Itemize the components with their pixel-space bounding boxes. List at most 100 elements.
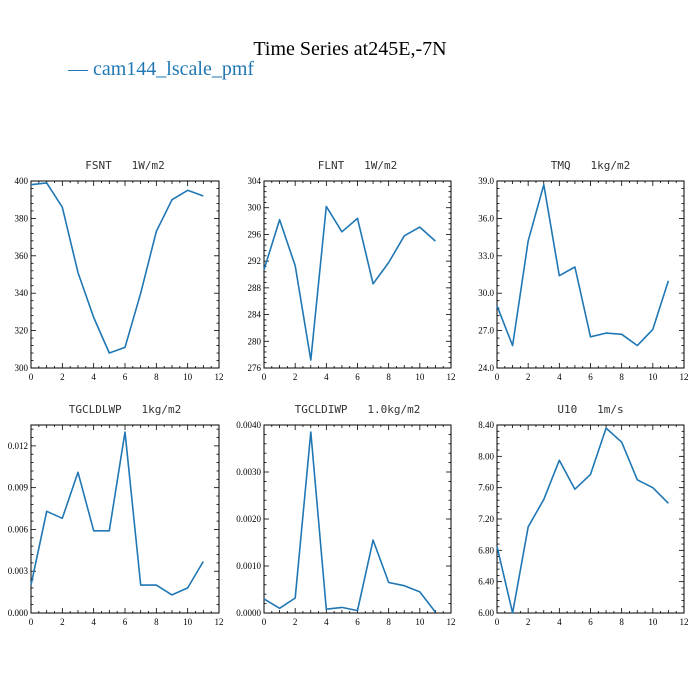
y-tick-label: 0.0020	[236, 514, 261, 524]
x-tick-label: 10	[415, 372, 425, 382]
x-tick-label: 6	[588, 617, 593, 627]
series-line	[496, 427, 669, 614]
y-tick-label: 30.0	[478, 288, 494, 298]
panels-group: FSNT 1W/m20 2 4 6 8 10 12300320340360380400FLN…	[8, 159, 689, 627]
x-tick-label: 0	[495, 372, 500, 382]
y-tick-label: 300	[248, 203, 262, 213]
x-tick-label: 8	[386, 617, 391, 627]
series-line	[263, 431, 437, 613]
y-tick-label: 6.80	[478, 545, 494, 555]
y-tick-label: 7.60	[478, 483, 494, 493]
y-tick-label: 8.00	[478, 451, 494, 461]
y-tick-label: 6.00	[478, 608, 494, 618]
plot-frame	[30, 180, 220, 369]
x-tick-label: 10	[183, 617, 193, 627]
y-tick-label: 380	[15, 213, 29, 223]
panel-title: U10 1m/s	[557, 403, 623, 416]
x-tick-label: 6	[355, 372, 360, 382]
series-line	[30, 431, 204, 596]
y-tick-label: 320	[15, 326, 29, 336]
y-tick-label: 340	[15, 288, 29, 298]
x-tick-label: 0	[262, 617, 267, 627]
y-tick-label: 33.0	[478, 251, 494, 261]
y-tick-label: 27.0	[478, 326, 494, 336]
x-tick-label: 12	[680, 617, 689, 627]
plot-frame	[263, 180, 452, 369]
y-tick-label: 0.003	[8, 566, 29, 576]
x-tick-label: 6	[588, 372, 593, 382]
y-tick-label: 292	[248, 256, 262, 266]
x-tick-label: 10	[415, 617, 425, 627]
panel-title: TGCLDLWP 1kg/m2	[69, 403, 182, 416]
x-tick-label: 2	[526, 372, 531, 382]
x-tick-label: 4	[557, 617, 562, 627]
x-tick-label: 8	[386, 372, 391, 382]
x-tick-label: 2	[60, 372, 65, 382]
y-tick-label: 300	[15, 363, 29, 373]
plot-frame	[30, 424, 220, 614]
chart-panel-5: U10 1m/s 0 2 4 6 8 10 12 6.00 6.40 6.80 7.20 7.60 8.0…	[478, 403, 688, 627]
x-tick-label: 4	[557, 372, 562, 382]
chart-panel-0: FSNT 1W/m2 0 2 4 6 8 10 12 300 320 340 360 380 400	[15, 159, 224, 382]
x-tick-label: 12	[680, 372, 689, 382]
plot-frame	[496, 424, 685, 614]
legend-entry: — cam144_lscale_pmf	[67, 58, 254, 80]
x-tick-label: 2	[526, 617, 531, 627]
x-tick-label: 6	[123, 372, 128, 382]
panel-title: FLNT 1W/m2	[318, 159, 397, 172]
panel-title: TMQ 1kg/m2	[551, 159, 630, 172]
x-tick-label: 4	[324, 372, 329, 382]
y-tick-label: 0.006	[8, 524, 29, 534]
x-tick-label: 0	[29, 372, 34, 382]
x-tick-label: 6	[123, 617, 128, 627]
x-tick-label: 12	[215, 617, 224, 627]
y-tick-label: 284	[248, 310, 262, 320]
x-tick-label: 2	[293, 617, 298, 627]
x-tick-label: 4	[91, 372, 96, 382]
x-tick-label: 12	[215, 372, 224, 382]
y-tick-label: 276	[248, 363, 262, 373]
y-tick-label: 8.40	[478, 420, 494, 430]
y-tick-label: 6.40	[478, 577, 494, 587]
x-tick-label: 8	[154, 372, 159, 382]
x-tick-label: 10	[648, 372, 658, 382]
panel-title: TGCLDIWP 1.0kg/m2	[295, 403, 421, 416]
y-tick-label: 0.0000	[236, 608, 261, 618]
x-tick-label: 10	[183, 372, 193, 382]
chart-panel-4: TGCLDIWP 1.0kg/m2 0 2 4 6 8 10 12 0.0000 0.0010 0.…	[236, 403, 455, 627]
chart-panel-2: TMQ 1kg/m2 0 2 4 6 8 10 12 24.0 27.0 30.0 33.0 36.0 3…	[478, 159, 688, 382]
y-tick-label: 0.012	[8, 441, 28, 451]
x-tick-label: 12	[447, 372, 456, 382]
plot-frame	[496, 180, 685, 369]
x-tick-label: 6	[355, 617, 360, 627]
series-line	[263, 205, 436, 361]
y-tick-label: 7.20	[478, 514, 494, 524]
x-tick-label: 10	[648, 617, 658, 627]
y-tick-label: 400	[15, 176, 29, 186]
y-tick-label: 296	[248, 229, 262, 239]
y-tick-label: 0.009	[8, 483, 29, 493]
series-line	[30, 182, 204, 354]
chart-panel-1: FLNT 1W/m2 0 2 4 6 8 10 12 276 280 284 288 292 296 300…	[248, 159, 456, 382]
x-tick-label: 8	[619, 617, 624, 627]
x-tick-label: 0	[262, 372, 267, 382]
series-line	[496, 183, 670, 347]
y-tick-label: 288	[248, 283, 262, 293]
y-tick-label: 0.000	[8, 608, 29, 618]
y-tick-label: 304	[248, 176, 262, 186]
x-tick-label: 12	[447, 617, 456, 627]
plot-frame	[263, 424, 452, 614]
y-tick-label: 360	[15, 251, 29, 261]
chart-panel-3: TGCLDLWP 1kg/m2 0 2 4 6 8 10 12 0.000 0.003 0.006 0…	[8, 403, 224, 627]
x-tick-label: 2	[293, 372, 298, 382]
y-tick-label: 0.0030	[236, 467, 261, 477]
y-tick-label: 39.0	[478, 176, 494, 186]
y-tick-label: 36.0	[478, 213, 494, 223]
y-tick-label: 0.0010	[236, 561, 261, 571]
y-tick-label: 0.0040	[236, 420, 261, 430]
x-tick-label: 0	[29, 617, 34, 627]
x-tick-label: 4	[91, 617, 96, 627]
panel-title: FSNT 1W/m2	[85, 159, 164, 172]
x-tick-label: 8	[154, 617, 159, 627]
